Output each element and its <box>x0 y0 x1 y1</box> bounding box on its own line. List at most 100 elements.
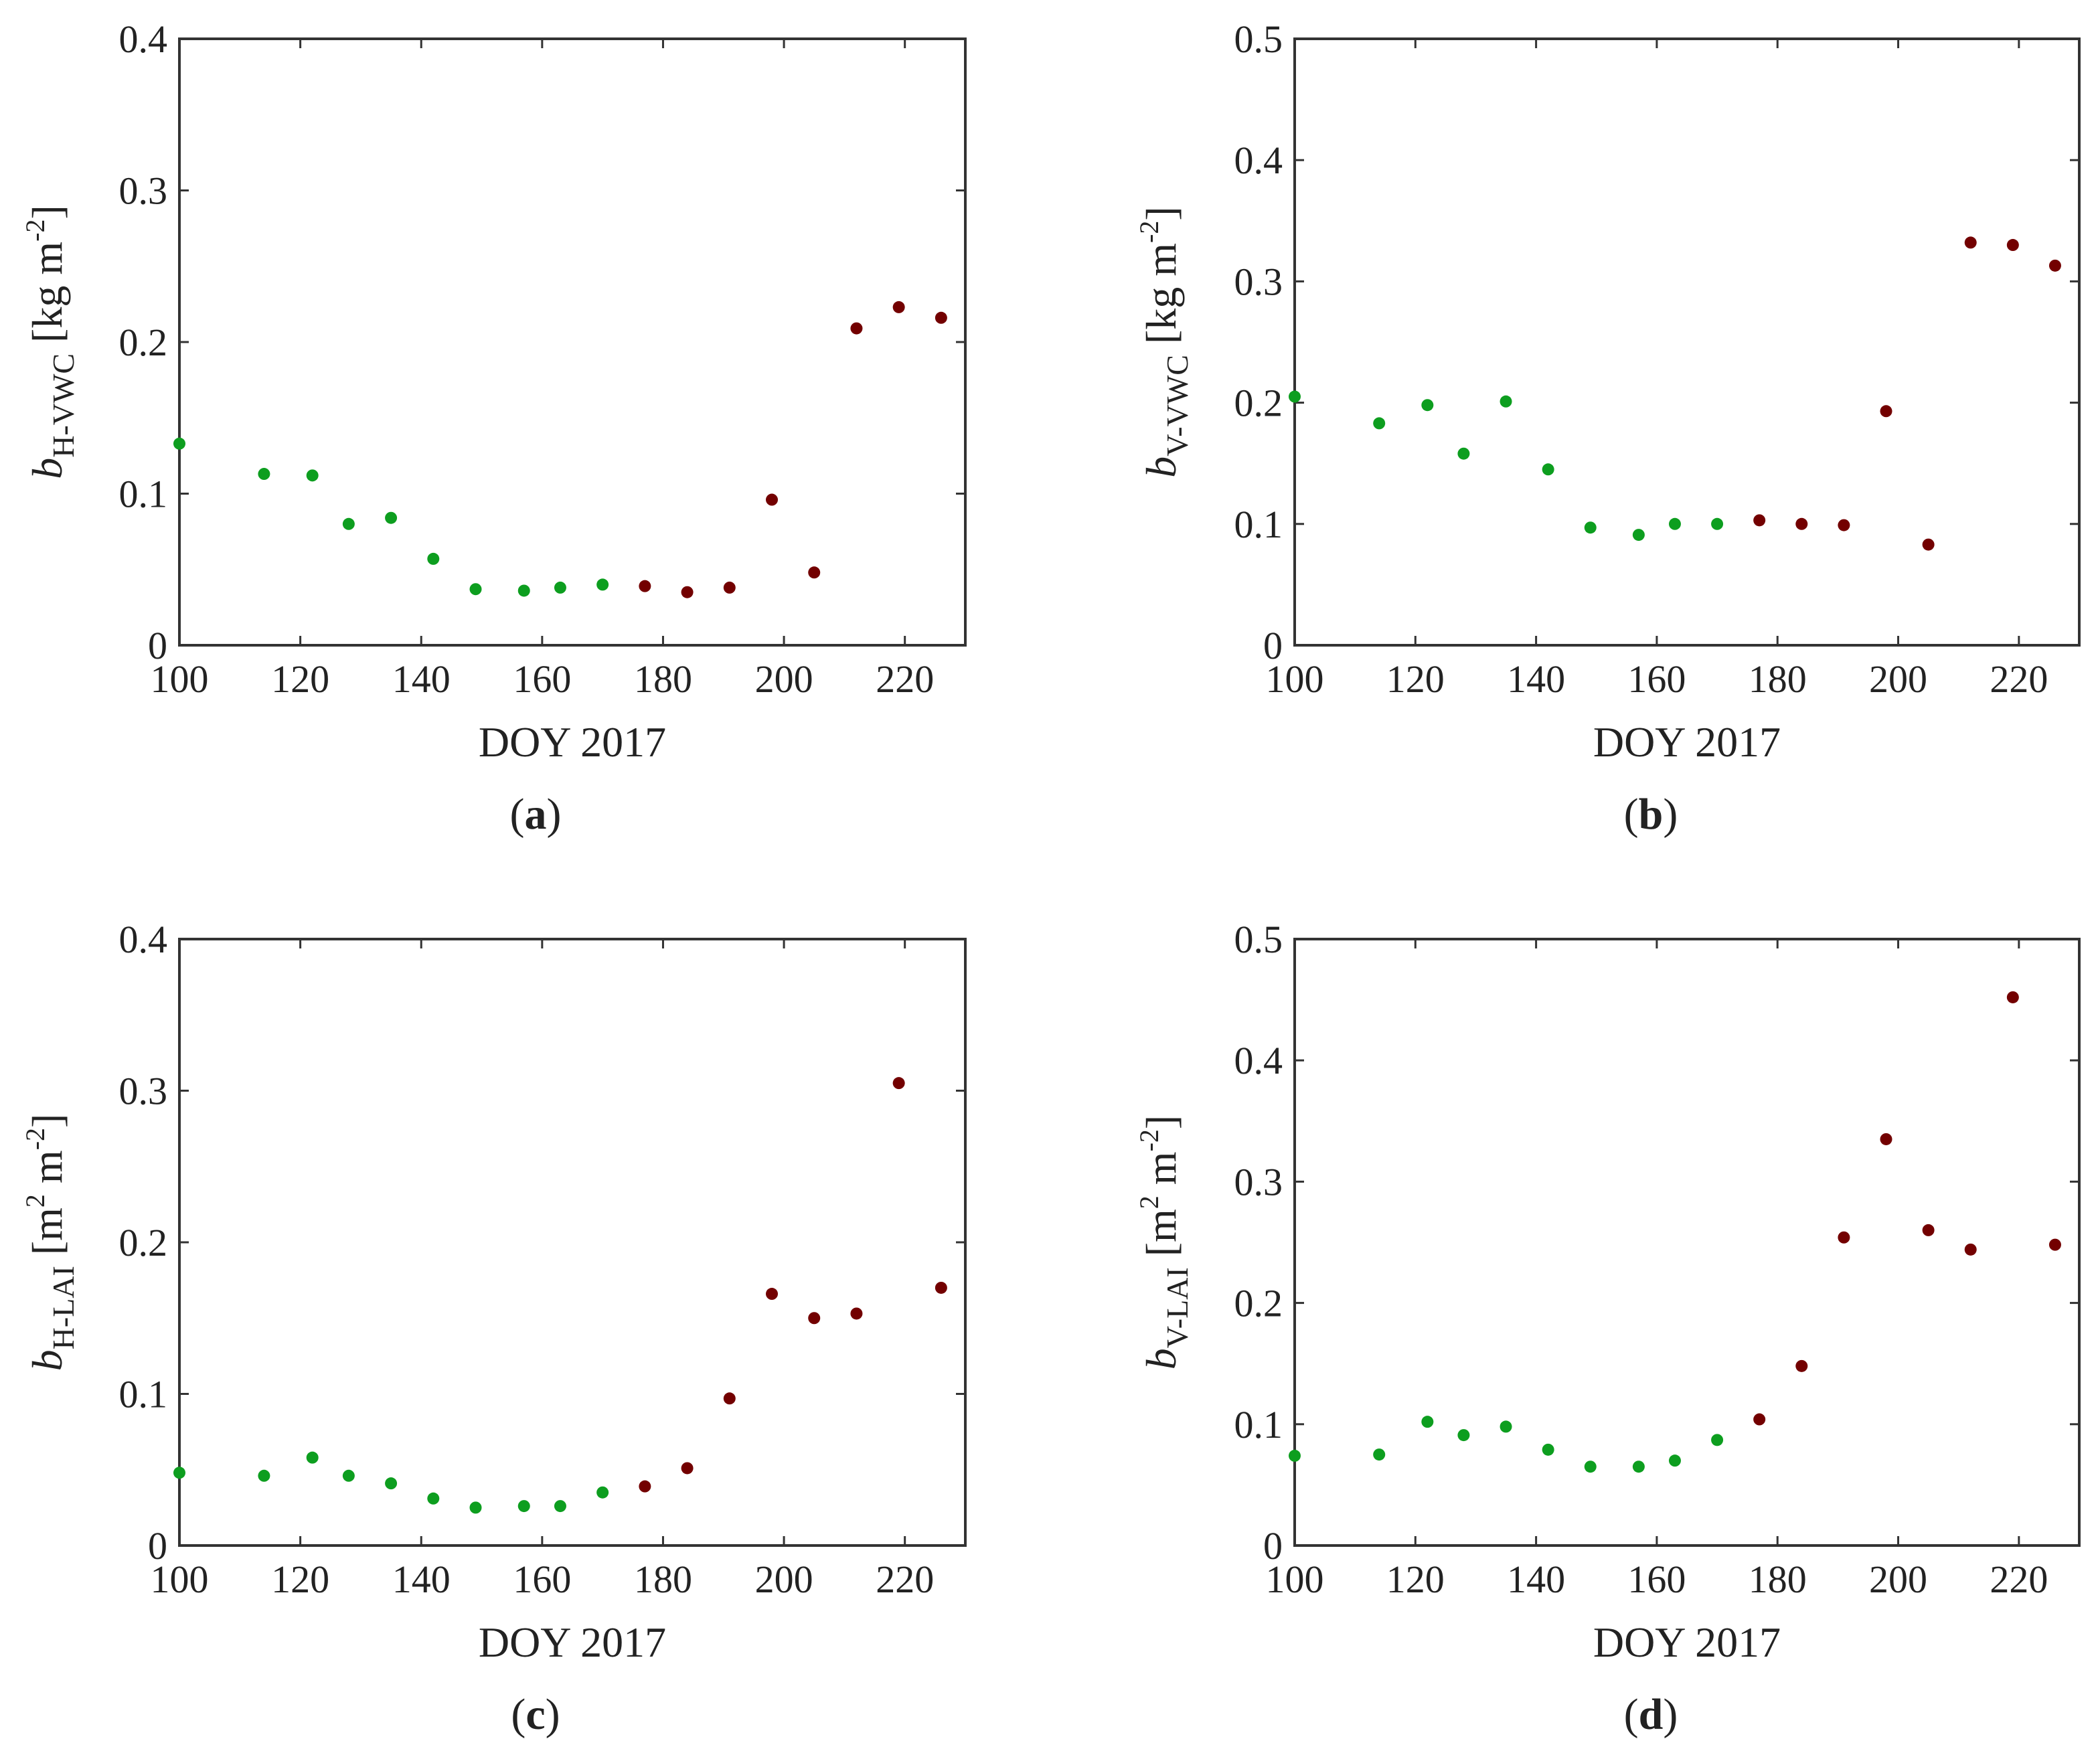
data-point <box>258 468 270 481</box>
x-tick-label: 160 <box>1627 657 1686 701</box>
data-point <box>173 437 185 450</box>
data-point <box>639 580 651 592</box>
panel-label-open: ( <box>1624 1690 1639 1739</box>
y-tick-label: 0.1 <box>119 473 168 516</box>
panel-label-open: ( <box>511 1690 526 1739</box>
data-point <box>469 583 482 596</box>
data-point <box>517 584 530 597</box>
panel-label-letter: a <box>525 790 547 839</box>
data-point <box>1584 521 1597 534</box>
y-axis-label: bV-VWC [kg m-2] <box>1134 206 1194 477</box>
x-tick-label: 200 <box>755 1558 813 1601</box>
data-point <box>385 1477 398 1490</box>
data-point <box>1457 1429 1470 1442</box>
x-tick-label: 100 <box>151 657 209 701</box>
x-tick-label: 220 <box>1990 657 2048 701</box>
x-tick-label: 200 <box>755 657 813 701</box>
data-point <box>850 1307 863 1320</box>
x-tick-label: 180 <box>634 1558 692 1601</box>
x-tick-label: 120 <box>1386 1558 1445 1601</box>
x-axis-label: DOY 2017 <box>1593 1618 1781 1666</box>
series-early <box>173 437 609 597</box>
y-tick-label: 0.2 <box>119 1221 168 1264</box>
data-point <box>1373 417 1386 430</box>
x-tick-label: 100 <box>151 1558 209 1601</box>
data-point <box>892 301 905 313</box>
y-tick-label: 0.4 <box>1234 1039 1283 1082</box>
y-tick-label: 0.4 <box>1234 139 1283 182</box>
panel-c: 100 120 140 160 180 200 220 0 0.1 0.2 0.3 0.4 DOY 20… <box>20 918 967 1739</box>
y-label-unit-sup2: -2 <box>1134 1129 1164 1151</box>
data-point <box>1711 1434 1724 1446</box>
y-label-unit-mid: m <box>23 1150 71 1194</box>
data-point <box>173 1467 185 1479</box>
y-tick-label: 0 <box>148 624 167 667</box>
data-point <box>723 1392 736 1405</box>
data-point <box>554 1500 566 1513</box>
data-point <box>596 1486 609 1499</box>
x-tick-label: 180 <box>1749 1558 1807 1601</box>
x-tick-label: 180 <box>634 657 692 701</box>
data-point <box>1964 236 1977 249</box>
data-point <box>427 1492 440 1505</box>
panel-label: (c) <box>511 1690 560 1739</box>
data-point <box>1421 399 1434 412</box>
data-point <box>1500 1420 1512 1433</box>
y-label-unit-mid: m <box>1137 1151 1185 1195</box>
x-tick-label: 220 <box>876 1558 934 1601</box>
x-tick-label: 160 <box>1627 1558 1686 1601</box>
panel-label: (b) <box>1624 790 1678 839</box>
x-tick-label: 100 <box>1266 657 1324 701</box>
y-tick-label: 0.1 <box>1234 503 1283 546</box>
panel-a: 100 120 140 160 180 200 220 0 0.1 0.2 0.3 0.4 DOY 20… <box>20 17 967 839</box>
y-tick-label: 0.5 <box>1234 17 1283 61</box>
data-point <box>1500 395 1512 408</box>
y-axis-label: bH-VWC [kg m-2] <box>20 205 80 479</box>
y-label-symbol: b <box>23 458 71 479</box>
data-point <box>342 1469 355 1482</box>
data-point <box>935 311 947 324</box>
y-label-symbol: b <box>1137 456 1185 478</box>
data-point <box>2048 259 2061 272</box>
data-point <box>469 1501 482 1514</box>
y-tick-label: 0.5 <box>1234 918 1283 961</box>
panel-label-letter: b <box>1639 790 1664 839</box>
y-label-unit-close: ] <box>1137 206 1185 220</box>
y-tick-label: 0.4 <box>119 17 168 61</box>
y-label-unit: [m <box>23 1207 71 1266</box>
data-point <box>892 1077 905 1090</box>
y-tick-label: 0 <box>1263 1524 1283 1568</box>
panel-label-close: ) <box>547 790 562 839</box>
y-axis-label: bV-LAI [m2 m-2] <box>1134 1115 1194 1369</box>
axes-frame <box>1293 37 2081 647</box>
panel-label-close: ) <box>546 1690 560 1739</box>
data-point <box>850 322 863 335</box>
x-tick-label: 180 <box>1749 657 1807 701</box>
x-tick-label: 160 <box>513 1558 571 1601</box>
data-point <box>639 1480 651 1493</box>
data-point <box>1711 517 1724 530</box>
y-label-unit-sup: 2 <box>20 1194 50 1207</box>
data-point <box>808 1312 821 1325</box>
series-late <box>1753 236 2061 551</box>
y-tick-label: 0.2 <box>1234 1282 1283 1325</box>
y-tick-label: 0.1 <box>1234 1403 1283 1446</box>
data-point <box>1838 1231 1850 1244</box>
y-label-unit-close: ] <box>1137 1115 1185 1129</box>
y-label-unit-sup: -2 <box>20 220 50 242</box>
data-point <box>1632 1460 1645 1473</box>
panel-label-close: ) <box>1663 1690 1678 1739</box>
y-label-unit: [m <box>1137 1209 1185 1267</box>
panel-label-open: ( <box>510 790 525 839</box>
panel-label-letter: d <box>1639 1690 1664 1739</box>
x-tick-label: 100 <box>1266 1558 1324 1601</box>
data-point <box>1289 390 1301 403</box>
panel-label: (a) <box>510 790 562 839</box>
data-point <box>1373 1448 1386 1461</box>
data-point <box>1457 447 1470 460</box>
y-label-unit-sup2: -2 <box>20 1128 50 1150</box>
data-point <box>935 1281 947 1294</box>
data-point <box>554 581 566 594</box>
data-point <box>1584 1460 1597 1473</box>
